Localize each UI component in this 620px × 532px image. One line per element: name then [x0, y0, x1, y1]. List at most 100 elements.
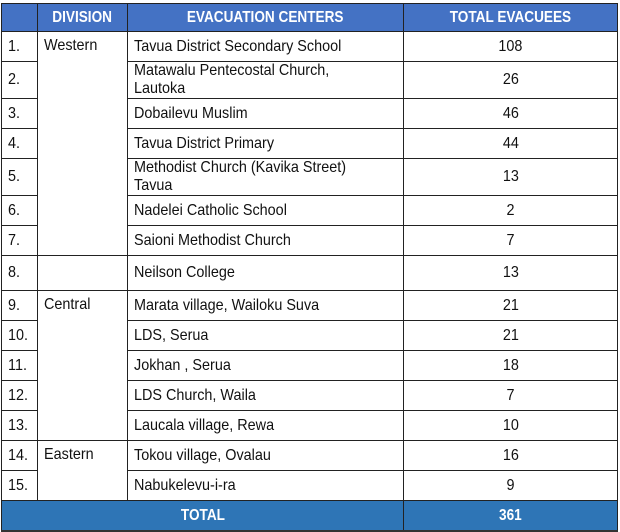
- center-name-text: Tokou village, Ovalau: [134, 446, 271, 464]
- table-row: 8. Neilson College 13: [1, 255, 618, 291]
- center-name-text: Saioni Methodist Church: [134, 231, 291, 249]
- center-name-text: Tavua District Primary: [134, 134, 275, 152]
- division-cell-text: Eastern: [44, 446, 94, 463]
- row-number-text: 5.: [8, 168, 21, 185]
- evacuee-count-text: 26: [502, 71, 519, 88]
- row-number-text: 9.: [8, 296, 21, 314]
- row-number: 7.: [1, 225, 38, 256]
- row-number-text: 15.: [8, 476, 29, 494]
- division-cell: Western: [37, 31, 128, 256]
- division-cell: [37, 255, 128, 291]
- evacuee-count: 18: [403, 350, 618, 381]
- table-row: 15. Nabukelevu-i-ra 9: [1, 470, 618, 501]
- row-number: 11.: [1, 350, 38, 381]
- row-number: 3.: [1, 98, 38, 129]
- center-name: Matawalu Pentecostal Church, Lautoka: [127, 61, 404, 99]
- header-division: DIVISION: [37, 3, 128, 32]
- evacuee-count-text: 7: [506, 386, 515, 404]
- header-number: [1, 3, 38, 32]
- evacuee-count: 46: [403, 98, 618, 129]
- center-name-text: Laucala village, Rewa: [134, 416, 275, 434]
- center-name: Dobailevu Muslim: [127, 98, 404, 129]
- evacuee-count-text: 13: [502, 264, 519, 281]
- center-name: Saioni Methodist Church: [127, 225, 404, 256]
- center-name: Nadelei Catholic School: [127, 195, 404, 226]
- evacuee-count: 108: [403, 31, 618, 62]
- center-name: LDS Church, Waila: [127, 380, 404, 411]
- center-name-text: Nabukelevu-i-ra: [134, 476, 236, 494]
- row-number: 9.: [1, 290, 38, 321]
- center-name-text: Neilson College: [134, 264, 235, 281]
- header-centers: EVACUATION CENTERS: [127, 3, 404, 32]
- evacuee-count: 2: [403, 195, 618, 226]
- evacuee-count-text: 44: [502, 134, 519, 152]
- evacuee-count: 13: [403, 158, 618, 196]
- row-number: 1.: [1, 31, 38, 62]
- division-cell: Eastern: [37, 440, 128, 501]
- center-name: Tavua District Primary: [127, 128, 404, 159]
- table-row: 9. Central Marata village, Wailoku Suva 21: [1, 290, 618, 441]
- table-row: 11. Jokhan , Serua 18: [1, 350, 618, 381]
- row-number: 10.: [1, 320, 38, 351]
- evacuee-count-text: 21: [502, 326, 519, 344]
- center-name: Marata village, Wailoku Suva: [127, 290, 404, 321]
- evacuee-count-text: 10: [502, 416, 519, 434]
- evacuee-count-text: 18: [502, 356, 519, 374]
- row-number: 6.: [1, 195, 38, 226]
- total-row: TOTAL 361: [1, 500, 618, 532]
- total-value: 361: [403, 500, 618, 532]
- evacuee-count: 21: [403, 290, 618, 321]
- table-row: 10. LDS, Serua 21: [1, 320, 618, 351]
- center-name-text: Jokhan , Serua: [134, 356, 231, 374]
- row-number-text: 2.: [8, 71, 21, 88]
- evacuee-count: 7: [403, 380, 618, 411]
- division-cell-text: Central: [44, 296, 91, 313]
- row-number: 2.: [1, 61, 38, 99]
- center-name-text: LDS, Serua: [134, 326, 209, 344]
- table-row: 14. Eastern Tokou village, Ovalau 16: [1, 440, 618, 501]
- row-number: 15.: [1, 470, 38, 501]
- evacuee-count-text: 13: [502, 168, 519, 185]
- center-name: Tokou village, Ovalau: [127, 440, 404, 471]
- division-cell-text: Western: [44, 37, 98, 54]
- table-row: 3. Dobailevu Muslim 46: [1, 98, 618, 129]
- table-row: 7. Saioni Methodist Church 7: [1, 225, 618, 256]
- row-number: 5.: [1, 158, 38, 196]
- center-name-text: Tavua District Secondary School: [134, 37, 342, 55]
- center-name: Nabukelevu-i-ra: [127, 470, 404, 501]
- evacuee-count-text: 21: [502, 296, 519, 314]
- evacuee-count-text: 9: [506, 476, 515, 494]
- center-name: Laucala village, Rewa: [127, 410, 404, 441]
- row-number: 4.: [1, 128, 38, 159]
- evacuee-count: 13: [403, 255, 618, 291]
- row-number: 14.: [1, 440, 38, 471]
- division-cell: Central: [37, 290, 128, 441]
- table-row: 1. Western Tavua District Secondary School…: [1, 31, 618, 256]
- table-row: 2. Matawalu Pentecostal Church, Lautoka 26: [1, 61, 618, 99]
- row-number: 13.: [1, 410, 38, 441]
- row-number-text: 12.: [8, 386, 29, 404]
- center-name: Jokhan , Serua: [127, 350, 404, 381]
- evacuee-count-text: 7: [506, 231, 515, 249]
- center-name: Neilson College: [127, 255, 404, 291]
- evacuee-count-text: 108: [498, 37, 523, 55]
- row-number-text: 6.: [8, 201, 21, 219]
- center-name: Tavua District Secondary School: [127, 31, 404, 62]
- evacuee-count-text: 2: [506, 201, 515, 219]
- center-name-text: LDS Church, Waila: [134, 386, 256, 404]
- row-number-text: 8.: [8, 264, 21, 281]
- center-name-text: Nadelei Catholic School: [134, 201, 287, 219]
- table-row: 12. LDS Church, Waila 7: [1, 380, 618, 411]
- row-number-text: 14.: [8, 446, 29, 464]
- evacuee-count: 26: [403, 61, 618, 99]
- center-name: LDS, Serua: [127, 320, 404, 351]
- row-number: 12.: [1, 380, 38, 411]
- evacuee-count: 10: [403, 410, 618, 441]
- table-row: 6. Nadelei Catholic School 2: [1, 195, 618, 226]
- row-number-text: 1.: [8, 37, 21, 55]
- center-name: Methodist Church (Kavika Street) Tavua: [127, 158, 404, 196]
- row-number-text: 11.: [8, 356, 27, 374]
- evacuee-count: 9: [403, 470, 618, 501]
- center-name-text: Dobailevu Muslim: [134, 104, 248, 122]
- header-row: DIVISION EVACUATION CENTERS TOTAL EVACUE…: [1, 3, 618, 32]
